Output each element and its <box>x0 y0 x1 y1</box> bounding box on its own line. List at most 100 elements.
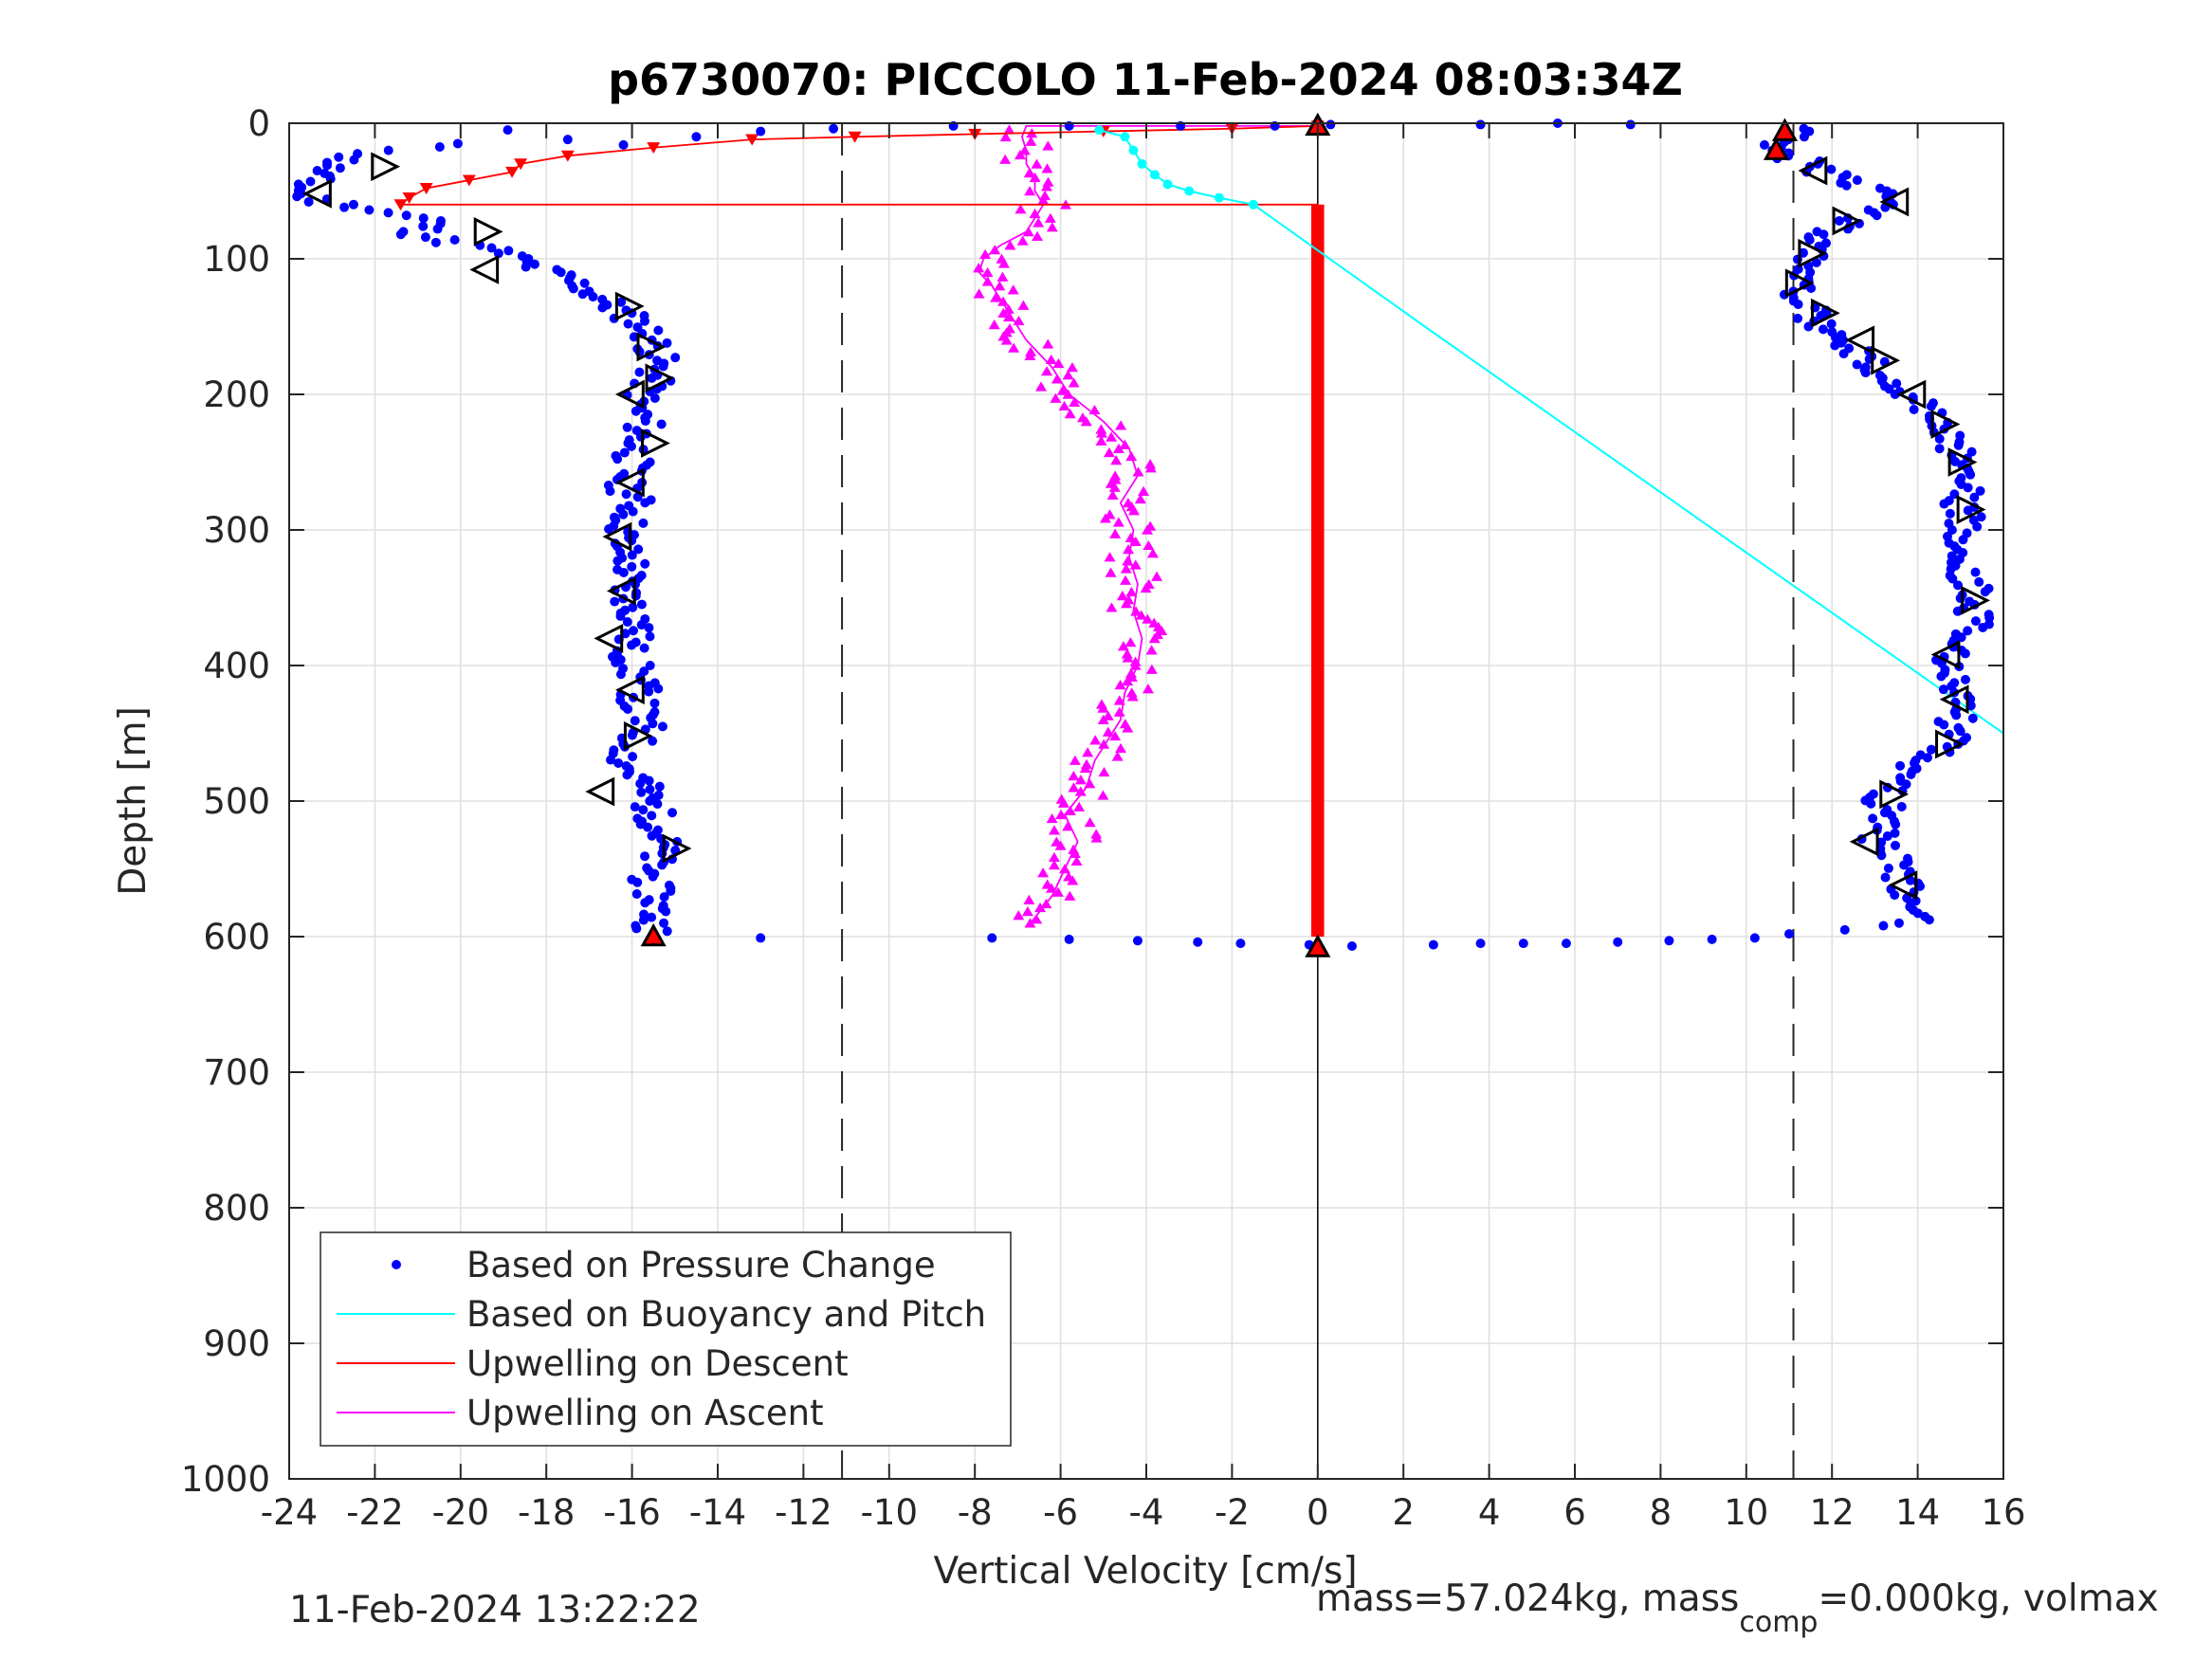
open-triangle-marker <box>1832 206 1862 236</box>
pressure-change-point <box>1812 227 1822 237</box>
pressure-change-point <box>1970 616 1981 627</box>
upwelling-ascent-marker <box>1055 793 1068 804</box>
upwelling-ascent-marker <box>1024 918 1036 928</box>
upwelling-descent-marker <box>462 174 476 187</box>
x-tick-label: -14 <box>689 1492 746 1533</box>
upwelling-ascent-marker <box>1070 855 1083 866</box>
pressure-change-point <box>640 851 650 862</box>
upwelling-descent-marker <box>647 142 661 155</box>
pressure-change-point <box>618 139 629 150</box>
x-tick-label: 0 <box>1307 1492 1329 1533</box>
upwelling-ascent-marker <box>1064 805 1076 816</box>
pressure-change-point <box>644 686 654 697</box>
x-tick-label: -2 <box>1215 1492 1250 1533</box>
upwelling-ascent-marker <box>1017 300 1030 310</box>
pressure-change-point <box>645 631 655 642</box>
upwelling-ascent-marker <box>1120 574 1132 585</box>
pressure-change-point <box>691 132 702 142</box>
pressure-change-point <box>627 550 637 560</box>
x-tick-label: 14 <box>1895 1492 1940 1533</box>
upwelling-descent-marker <box>848 131 862 143</box>
x-tick-label: -8 <box>958 1492 993 1533</box>
open-triangle-marker <box>614 379 645 410</box>
legend-label: Based on Pressure Change <box>466 1245 936 1285</box>
x-tick-label: 8 <box>1650 1492 1673 1533</box>
y-tick-label: 100 <box>203 239 270 280</box>
pressure-change-point <box>635 778 646 789</box>
pressure-change-point <box>1960 674 1970 684</box>
upwelling-ascent-marker <box>1125 667 1138 678</box>
upwelling-ascent-marker <box>1032 230 1044 241</box>
pressure-change-point <box>1613 937 1623 947</box>
upwelling-ascent-marker <box>1023 894 1035 904</box>
upwelling-ascent-marker <box>1138 485 1150 496</box>
red-triangle-marker <box>640 922 667 947</box>
upwelling-ascent-marker <box>973 288 985 299</box>
upwelling-ascent-marker <box>990 292 1002 302</box>
open-triangle-marker <box>1896 379 1927 410</box>
pressure-change-point <box>611 657 621 667</box>
upwelling-ascent-marker <box>1134 493 1146 504</box>
pressure-change-point <box>1820 238 1831 248</box>
pressure-change-point <box>1893 918 1904 928</box>
pressure-change-point <box>1983 583 1994 593</box>
upwelling-ascent-marker <box>1123 544 1135 555</box>
upwelling-ascent-marker <box>1090 829 1103 839</box>
pressure-change-point <box>632 877 643 887</box>
open-triangle-marker <box>614 467 645 498</box>
pressure-change-point <box>640 898 650 908</box>
pressure-change-point <box>667 808 678 818</box>
upwelling-ascent-marker <box>973 263 985 273</box>
upwelling-ascent-marker <box>1089 735 1102 745</box>
pressure-change-point <box>1966 447 1977 457</box>
pressure-change-point <box>1938 684 1948 695</box>
upwelling-ascent-marker <box>999 154 1012 164</box>
upwelling-ascent-marker <box>1042 176 1054 187</box>
open-triangle-marker <box>1798 238 1828 268</box>
upwelling-ascent-marker <box>1062 370 1074 380</box>
upwelling-ascent-marker <box>1117 641 1129 651</box>
open-triangle-marker <box>614 675 645 705</box>
pressure-change-point <box>434 142 445 153</box>
pressure-change-point <box>1962 528 1972 538</box>
pressure-change-point <box>1798 247 1808 258</box>
upwelling-ascent-marker <box>1084 817 1096 828</box>
upwelling-ascent-marker <box>1112 443 1124 453</box>
pressure-change-point <box>634 347 645 357</box>
upwelling-ascent-marker <box>1023 168 1035 178</box>
pressure-change-point <box>1811 258 1821 268</box>
pressure-change-point <box>1933 717 1944 727</box>
pressure-change-point <box>638 915 649 925</box>
pressure-change-point <box>1883 863 1893 873</box>
open-triangle-marker <box>1930 410 1961 439</box>
x-tick-label: -6 <box>1043 1492 1078 1533</box>
upwelling-ascent-marker <box>1022 227 1034 237</box>
pressure-change-point <box>662 926 672 937</box>
pressure-change-point <box>1868 813 1878 824</box>
upwelling-ascent-marker <box>1046 812 1058 824</box>
upwelling-ascent-marker <box>1121 648 1133 659</box>
pressure-change-point <box>610 596 620 607</box>
open-triangle-marker <box>469 255 500 284</box>
y-tick-label: 600 <box>203 917 270 957</box>
upwelling-ascent-marker <box>1042 338 1054 349</box>
pressure-change-point <box>503 246 514 256</box>
upwelling-ascent-marker <box>1125 586 1138 597</box>
open-triangle-marker <box>602 521 632 552</box>
open-triangle-marker <box>594 623 624 653</box>
upwelling-ascent-marker <box>996 253 1008 264</box>
pressure-change-point <box>1902 853 1912 864</box>
upwelling-ascent-marker <box>1113 695 1125 705</box>
upwelling-ascent-marker <box>1122 556 1134 566</box>
upwelling-ascent-marker <box>997 307 1010 318</box>
footer-mass-suffix: =0.000kg, volmax <box>1818 1577 2159 1620</box>
pressure-change-point <box>1895 760 1906 771</box>
pressure-change-point <box>628 506 638 517</box>
upwelling-ascent-marker <box>1115 420 1127 430</box>
pressure-change-point <box>1876 837 1887 848</box>
pressure-change-point <box>312 166 322 176</box>
pressure-change-point <box>604 523 614 534</box>
upwelling-ascent-marker <box>999 131 1012 142</box>
upwelling-ascent-marker <box>1142 613 1154 624</box>
upwelling-descent-marker <box>560 150 575 162</box>
